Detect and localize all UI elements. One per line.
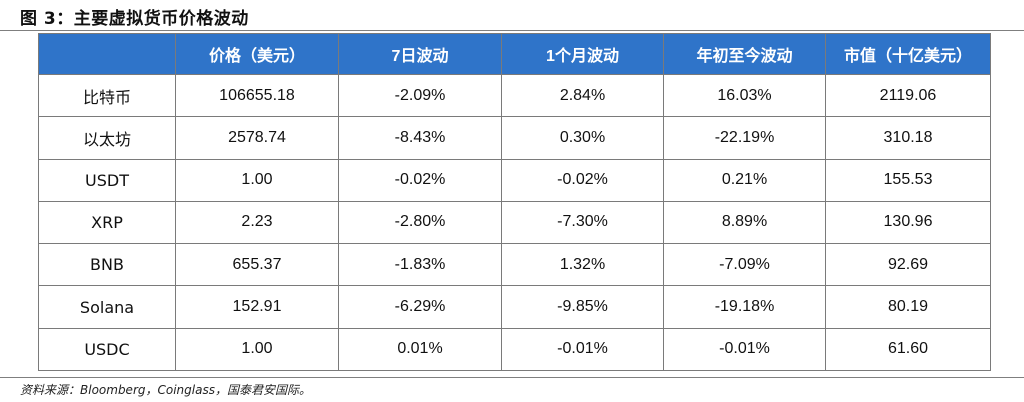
cell-price: 2.23 (175, 200, 339, 245)
cell-market-cap: 155.53 (825, 158, 991, 202)
cell-name: 比特币 (38, 73, 176, 118)
header-cell-1m: 1个月波动 (501, 33, 664, 75)
cell-price: 1.00 (175, 158, 339, 202)
cell-7d: -2.09% (338, 73, 502, 118)
table-header-row: 价格（美元） 7日波动 1个月波动 年初至今波动 市值（十亿美元） (38, 33, 991, 75)
cell-price: 655.37 (175, 243, 339, 287)
cell-name: USDC (38, 327, 176, 372)
cell-ytd: 16.03% (663, 73, 826, 118)
crypto-price-table: 价格（美元） 7日波动 1个月波动 年初至今波动 市值（十亿美元） 比特币 10… (38, 33, 991, 372)
source-note: 资料来源：Bloomberg，Coinglass，国泰君安国际。 (20, 383, 311, 397)
table-row: USDT 1.00 -0.02% -0.02% 0.21% 155.53 (38, 158, 991, 202)
cell-1m: -9.85% (501, 285, 664, 329)
table-row: Solana 152.91 -6.29% -9.85% -19.18% 80.1… (38, 285, 991, 329)
figure-title: 图 3：主要虚拟货币价格波动 (20, 9, 249, 29)
cell-price: 152.91 (175, 285, 339, 329)
cell-market-cap: 61.60 (825, 327, 991, 372)
cell-1m: 0.30% (501, 116, 664, 160)
cell-market-cap: 310.18 (825, 116, 991, 160)
cell-name: XRP (38, 200, 176, 245)
cell-name: USDT (38, 158, 176, 202)
cell-price: 2578.74 (175, 116, 339, 160)
cell-ytd: -7.09% (663, 243, 826, 287)
bottom-divider (0, 377, 1024, 378)
cell-ytd: -22.19% (663, 116, 826, 160)
table-row: 以太坊 2578.74 -8.43% 0.30% -22.19% 310.18 (38, 116, 991, 160)
top-divider (0, 30, 1024, 31)
cell-price: 106655.18 (175, 73, 339, 118)
cell-7d: -8.43% (338, 116, 502, 160)
cell-name: BNB (38, 243, 176, 287)
cell-1m: -0.02% (501, 158, 664, 202)
cell-market-cap: 130.96 (825, 200, 991, 245)
cell-1m: 1.32% (501, 243, 664, 287)
cell-market-cap: 92.69 (825, 243, 991, 287)
cell-market-cap: 80.19 (825, 285, 991, 329)
cell-7d: -6.29% (338, 285, 502, 329)
cell-7d: -0.02% (338, 158, 502, 202)
table-row: XRP 2.23 -2.80% -7.30% 8.89% 130.96 (38, 200, 991, 245)
header-cell-7d: 7日波动 (338, 33, 502, 75)
table-row: 比特币 106655.18 -2.09% 2.84% 16.03% 2119.0… (38, 73, 991, 118)
cell-price: 1.00 (175, 327, 339, 372)
cell-7d: 0.01% (338, 327, 502, 372)
table-row: BNB 655.37 -1.83% 1.32% -7.09% 92.69 (38, 243, 991, 287)
header-cell-name (38, 33, 176, 75)
cell-7d: -2.80% (338, 200, 502, 245)
header-cell-price: 价格（美元） (175, 33, 339, 75)
cell-ytd: 0.21% (663, 158, 826, 202)
cell-1m: -0.01% (501, 327, 664, 372)
cell-ytd: -0.01% (663, 327, 826, 372)
cell-ytd: 8.89% (663, 200, 826, 245)
cell-name: Solana (38, 285, 176, 329)
cell-1m: -7.30% (501, 200, 664, 245)
header-cell-ytd: 年初至今波动 (663, 33, 826, 75)
cell-1m: 2.84% (501, 73, 664, 118)
header-cell-market-cap: 市值（十亿美元） (825, 33, 991, 75)
cell-7d: -1.83% (338, 243, 502, 287)
cell-market-cap: 2119.06 (825, 73, 991, 118)
cell-ytd: -19.18% (663, 285, 826, 329)
cell-name: 以太坊 (38, 116, 176, 160)
table-row: USDC 1.00 0.01% -0.01% -0.01% 61.60 (38, 327, 991, 372)
